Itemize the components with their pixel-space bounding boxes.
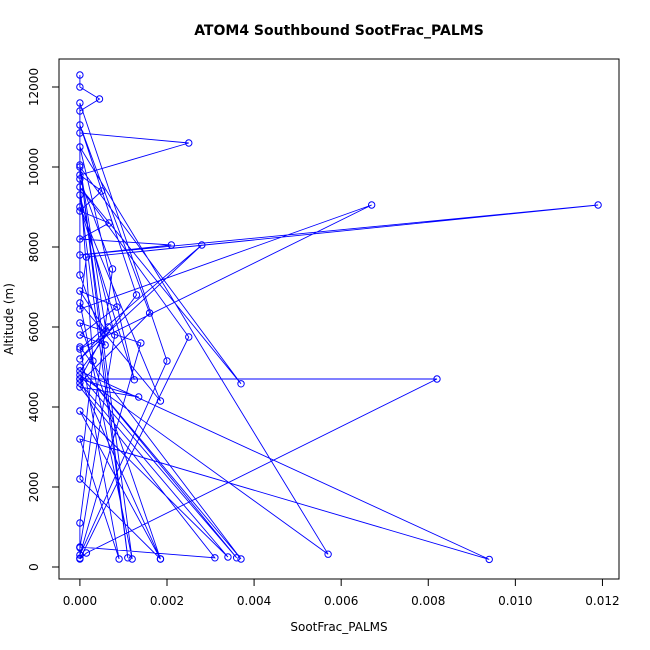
data-point xyxy=(76,143,84,151)
data-point xyxy=(97,187,106,195)
data-point xyxy=(367,201,376,209)
data-point xyxy=(111,331,119,339)
data-point xyxy=(76,299,84,307)
data-point xyxy=(76,251,84,259)
data-point xyxy=(224,553,232,561)
data-point xyxy=(76,355,84,363)
data-point xyxy=(237,555,245,563)
data-point xyxy=(76,519,84,527)
data-point xyxy=(76,371,84,379)
data-point xyxy=(163,357,171,365)
data-point xyxy=(132,291,141,299)
x-axis-label: SootFrac_PALMS xyxy=(290,620,387,634)
data-point xyxy=(76,71,84,79)
data-point xyxy=(95,95,104,103)
data-point xyxy=(101,341,109,349)
data-point xyxy=(232,554,241,562)
data-point xyxy=(76,383,84,391)
data-point xyxy=(105,219,113,227)
data-point xyxy=(76,375,84,383)
data-point xyxy=(145,309,154,317)
data-point xyxy=(76,407,84,415)
data-point xyxy=(594,201,602,209)
series-line xyxy=(78,75,599,560)
data-point xyxy=(76,343,84,351)
data-point xyxy=(76,203,84,211)
y-tick-label: 4000 xyxy=(27,392,41,423)
data-point xyxy=(185,333,193,341)
data-point xyxy=(76,367,84,375)
series-layer xyxy=(76,71,602,564)
data-point xyxy=(76,345,84,353)
data-point xyxy=(134,393,143,401)
data-point xyxy=(76,161,84,169)
y-tick-label: 12000 xyxy=(27,68,41,106)
data-point xyxy=(324,550,332,558)
x-tick-label: 0.002 xyxy=(150,594,184,608)
data-point xyxy=(76,475,84,483)
y-tick-label: 6000 xyxy=(27,312,41,343)
x-tick-label: 0.010 xyxy=(498,594,532,608)
data-point xyxy=(89,357,97,365)
data-point xyxy=(76,363,84,371)
data-point xyxy=(82,253,91,261)
data-point xyxy=(137,339,145,347)
data-point xyxy=(76,271,84,279)
data-point xyxy=(76,207,84,215)
data-point xyxy=(237,380,245,388)
data-point xyxy=(76,171,84,179)
data-point xyxy=(76,331,84,339)
data-point xyxy=(76,175,84,183)
data-point xyxy=(76,191,84,199)
data-point xyxy=(108,265,117,273)
data-point xyxy=(76,544,84,552)
data-point xyxy=(167,241,176,249)
data-point xyxy=(76,99,84,107)
y-tick-label: 2000 xyxy=(27,472,41,503)
data-point xyxy=(128,555,136,563)
x-tick-label: 0.000 xyxy=(63,594,97,608)
data-point xyxy=(115,555,123,563)
x-tick-label: 0.008 xyxy=(411,594,445,608)
data-point xyxy=(156,397,165,405)
y-axis: 0 2000 4000 6000 8000 10000 12000 xyxy=(27,68,60,571)
y-tick-label: 0 xyxy=(27,563,41,571)
data-point xyxy=(211,554,219,562)
data-point xyxy=(76,287,84,295)
x-axis: 0.000 0.002 0.004 0.006 0.008 0.010 0.012 xyxy=(63,578,620,608)
data-point xyxy=(76,379,84,387)
data-point xyxy=(76,121,84,129)
data-point xyxy=(76,235,84,243)
x-tick-label: 0.012 xyxy=(585,594,619,608)
data-point xyxy=(76,319,84,327)
data-point xyxy=(76,551,84,559)
data-point xyxy=(76,435,84,443)
y-axis-label: Altitude (m) xyxy=(2,283,16,355)
x-tick-label: 0.006 xyxy=(324,594,358,608)
chart-title: ATOM4 Southbound SootFrac_PALMS xyxy=(194,23,484,39)
data-point xyxy=(76,183,84,191)
y-tick-label: 8000 xyxy=(27,232,41,263)
data-point xyxy=(76,129,84,137)
data-point xyxy=(433,375,441,383)
x-tick-label: 0.004 xyxy=(237,594,271,608)
data-point xyxy=(82,549,91,557)
data-point xyxy=(113,303,121,311)
data-point xyxy=(156,555,165,563)
data-point xyxy=(76,83,84,91)
y-tick-label: 10000 xyxy=(27,148,41,186)
data-point xyxy=(104,323,112,331)
data-point xyxy=(76,107,84,115)
data-point xyxy=(185,139,193,147)
data-point xyxy=(130,376,139,384)
data-point xyxy=(76,163,84,171)
data-point xyxy=(198,241,206,249)
data-point xyxy=(76,554,84,562)
data-point xyxy=(124,554,132,562)
data-point xyxy=(485,555,493,564)
data-point xyxy=(102,327,110,335)
